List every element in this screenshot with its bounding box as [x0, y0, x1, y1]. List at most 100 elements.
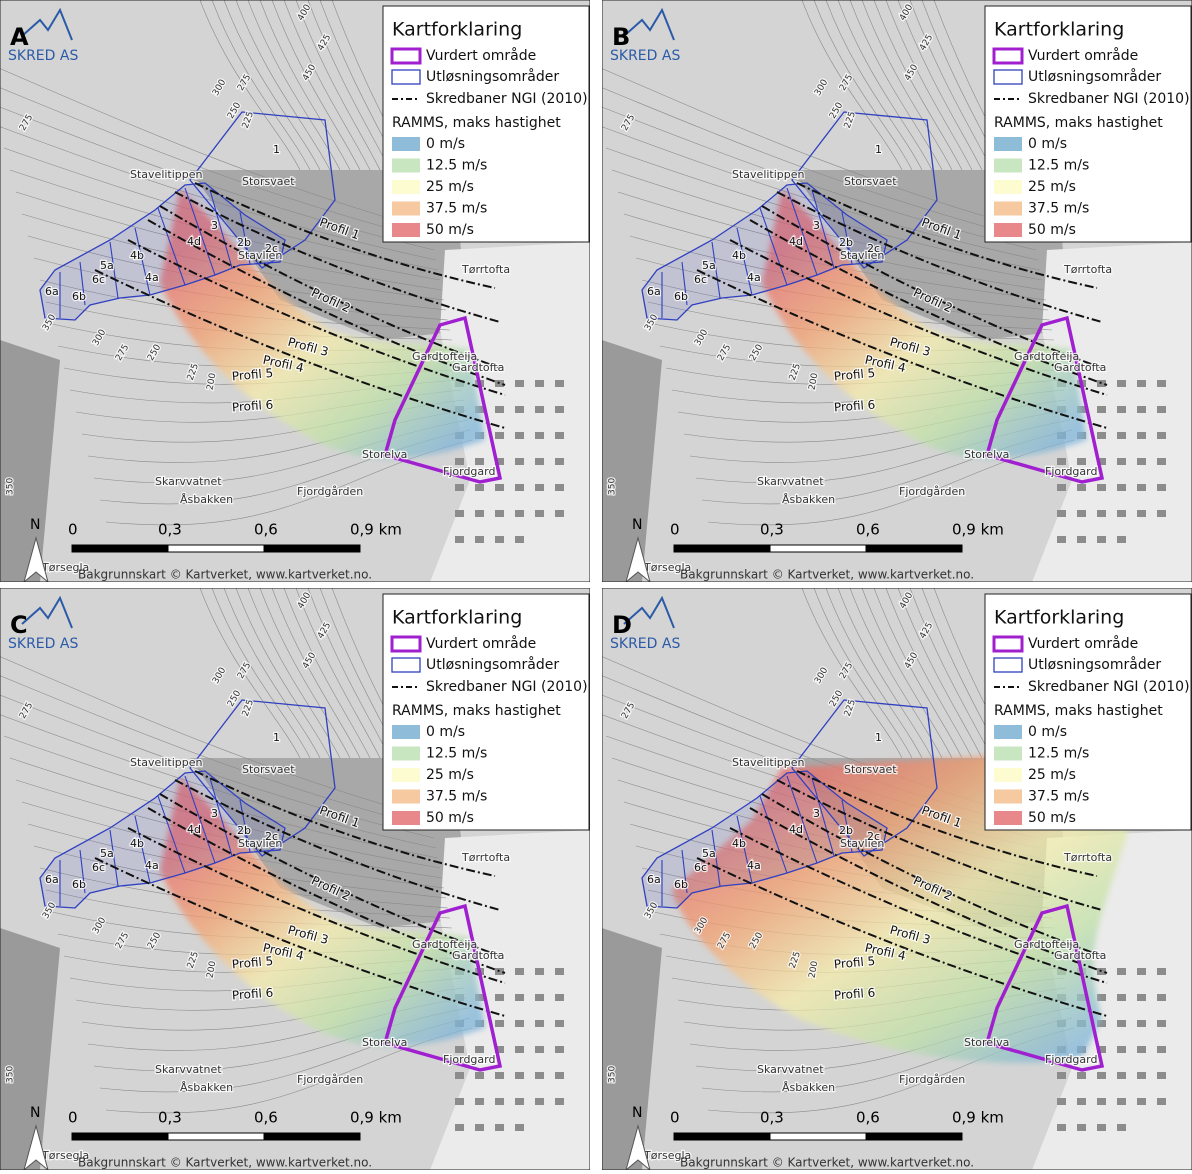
- panel-letter: D: [612, 611, 632, 639]
- place-label: Skarvvatnet: [757, 475, 824, 488]
- scale-segment: [264, 1133, 360, 1140]
- legend-swatch: [994, 180, 1022, 194]
- building: [535, 432, 544, 439]
- building: [535, 1020, 544, 1027]
- legend-swatch: [392, 202, 420, 216]
- legend-item: Vurdert område: [426, 635, 536, 652]
- release-label: 4b: [130, 249, 144, 262]
- place-label: Åsbakken: [782, 493, 835, 506]
- building: [1097, 432, 1106, 439]
- building: [455, 484, 464, 491]
- building: [555, 380, 564, 387]
- legend-item: Skredbaner NGI (2010): [426, 679, 588, 695]
- building: [1097, 1098, 1106, 1105]
- place-label: Stavelitippen: [732, 168, 805, 181]
- legend-swatch: [994, 790, 1022, 804]
- release-label: 6a: [647, 285, 661, 298]
- building: [515, 380, 524, 387]
- place-label: Tørrtofta: [461, 263, 510, 276]
- legend-subtitle: RAMMS, maks hastighet: [392, 115, 561, 131]
- release-label: 4d: [187, 823, 201, 836]
- building: [1137, 406, 1146, 413]
- building: [1117, 458, 1126, 465]
- release-label: 2b: [839, 824, 853, 837]
- building: [515, 1020, 524, 1027]
- legend-item: 37.5 m/s: [426, 789, 487, 805]
- building: [1097, 510, 1106, 517]
- building: [555, 994, 564, 1001]
- building: [495, 536, 504, 543]
- building: [1077, 1072, 1086, 1079]
- contour-label: 350: [6, 1066, 16, 1083]
- building: [1077, 1098, 1086, 1105]
- north-label: N: [632, 1105, 642, 1121]
- scale-segment: [866, 545, 962, 552]
- release-label: 2b: [237, 824, 251, 837]
- legend-subtitle: RAMMS, maks hastighet: [392, 703, 561, 719]
- building: [1137, 1098, 1146, 1105]
- scale-segment: [72, 545, 168, 552]
- profile-label: Profil 6: [231, 398, 273, 415]
- scale-label: 0,6: [856, 1109, 880, 1127]
- legend-title: Kartforklaring: [392, 607, 522, 629]
- legend-item: 0 m/s: [1028, 136, 1067, 152]
- place-label: Storelva: [964, 448, 1009, 461]
- building: [495, 432, 504, 439]
- building: [1157, 484, 1166, 491]
- place-label: Storelva: [964, 1036, 1009, 1049]
- release-label: 5a: [100, 259, 114, 272]
- building: [555, 510, 564, 517]
- legend-subtitle: RAMMS, maks hastighet: [994, 703, 1163, 719]
- release-label: 2b: [839, 236, 853, 249]
- legend-item: 0 m/s: [426, 724, 465, 740]
- legend-item: 12.5 m/s: [426, 746, 487, 762]
- legend-item: Skredbaner NGI (2010): [1028, 679, 1190, 695]
- building: [1157, 1020, 1166, 1027]
- building: [455, 1124, 464, 1131]
- building: [1157, 380, 1166, 387]
- building: [1157, 1098, 1166, 1105]
- scale-segment: [770, 545, 866, 552]
- release-label: 6b: [674, 878, 688, 891]
- place-label: Storsvaet: [242, 175, 295, 188]
- place-label: Fjordgården: [899, 1073, 965, 1086]
- building: [475, 484, 484, 491]
- scale-label: 0,9 km: [952, 521, 1004, 539]
- scale-label: 0,9 km: [350, 521, 402, 539]
- legend-item: Vurdert område: [426, 47, 536, 64]
- building: [495, 510, 504, 517]
- place-label: Stavelitippen: [130, 168, 203, 181]
- place-label: Gardtofta: [1054, 361, 1106, 374]
- scale-segment: [168, 545, 264, 552]
- legend-swatch: [392, 159, 420, 173]
- building: [1117, 994, 1126, 1001]
- credit: Bakgrunnskart © Kartverket, www.kartverk…: [680, 1156, 974, 1170]
- release-label: 4a: [747, 859, 761, 872]
- release-label: 6a: [647, 873, 661, 886]
- building: [535, 406, 544, 413]
- building: [1097, 994, 1106, 1001]
- legend-subtitle: RAMMS, maks hastighet: [994, 115, 1163, 131]
- building: [475, 1072, 484, 1079]
- building: [535, 484, 544, 491]
- scale-label: 0,9 km: [350, 1109, 402, 1127]
- release-label: 6b: [72, 290, 86, 303]
- legend-item: Utløsningsområder: [1028, 656, 1161, 673]
- release-label: 2c: [867, 830, 880, 843]
- legend-item: 50 m/s: [1028, 810, 1076, 826]
- building: [515, 1124, 524, 1131]
- legend-item: 25 m/s: [426, 767, 474, 783]
- building: [1137, 968, 1146, 975]
- legend-item: 25 m/s: [426, 179, 474, 195]
- building: [1117, 1046, 1126, 1053]
- building: [1117, 536, 1126, 543]
- building: [535, 1098, 544, 1105]
- building: [1117, 510, 1126, 517]
- scale-segment: [168, 1133, 264, 1140]
- building: [1097, 1072, 1106, 1079]
- north-label: N: [632, 517, 642, 533]
- place-label: Fjordgard: [443, 1053, 495, 1066]
- building: [475, 1124, 484, 1131]
- building: [1157, 1072, 1166, 1079]
- building: [515, 1046, 524, 1053]
